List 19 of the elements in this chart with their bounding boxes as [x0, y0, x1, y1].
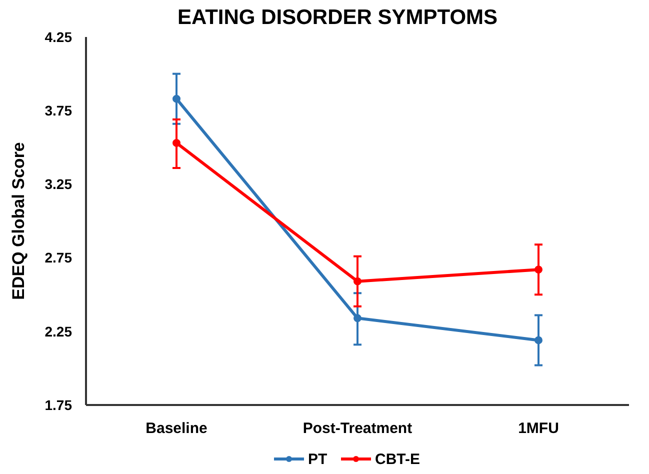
legend-label: PT	[308, 451, 328, 468]
y-axis-title: EDEQ Global Score	[9, 142, 28, 300]
y-tick-label: 1.75	[44, 396, 72, 413]
y-tick-label: 3.25	[44, 176, 72, 192]
y-tick-label: 4.25	[44, 28, 72, 45]
y-tick-label: 2.25	[44, 323, 72, 340]
chart-title: EATING DISORDER SYMPTOMS	[177, 6, 498, 29]
point	[172, 138, 180, 147]
x-tick-label: Baseline	[146, 420, 208, 437]
x-tick-label: 1MFU	[518, 420, 559, 437]
y-tick-label: 2.75	[44, 250, 72, 266]
point	[172, 94, 180, 103]
point	[534, 266, 542, 274]
y-tick-label: 3.75	[44, 102, 72, 118]
point	[534, 336, 542, 344]
legend-label: CBT-E	[375, 451, 420, 468]
point	[354, 277, 362, 286]
point	[354, 314, 362, 322]
x-tick-label: Post-Treatment	[302, 420, 412, 437]
